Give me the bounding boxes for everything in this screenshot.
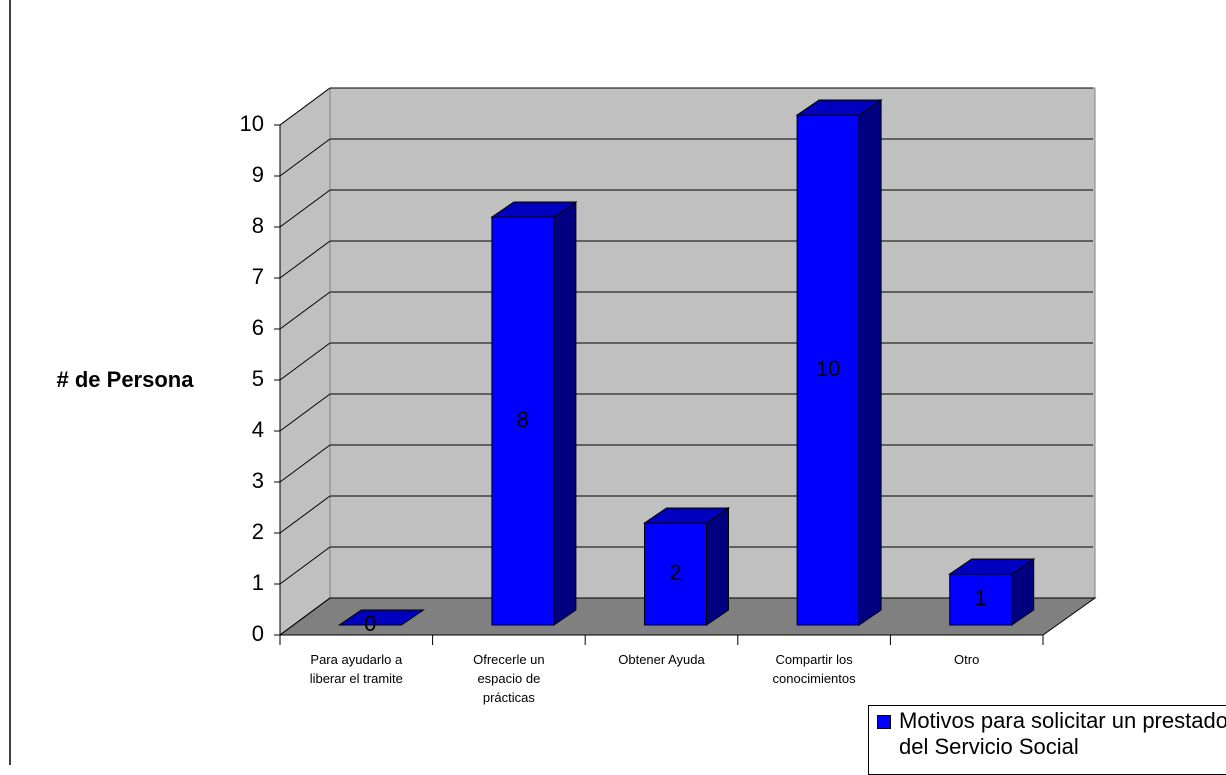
x-tick-label: Para ayudarlo a liberar el tramite xyxy=(309,652,403,686)
bar-side xyxy=(858,99,882,626)
grid-line xyxy=(279,138,331,177)
bar-top xyxy=(490,201,578,218)
legend-swatch xyxy=(877,715,891,729)
grid-line xyxy=(279,444,331,483)
y-tick-label: 3 xyxy=(252,468,264,493)
bar-top xyxy=(642,507,731,524)
y-axis-title: # de Persona xyxy=(57,367,195,392)
value-label: 8 xyxy=(517,407,529,432)
y-tick-label: 6 xyxy=(252,315,264,340)
grid-line xyxy=(279,291,331,330)
y-tick-label: 9 xyxy=(252,162,264,187)
y-tick-label: 10 xyxy=(240,111,264,136)
value-label: 10 xyxy=(816,356,840,381)
bar-top xyxy=(795,99,883,116)
grid-line xyxy=(279,240,331,279)
grid-line xyxy=(279,342,331,381)
grid-line xyxy=(279,495,331,534)
value-label: 0 xyxy=(364,611,376,636)
value-label: 2 xyxy=(669,560,681,585)
y-tick-label: 0 xyxy=(252,621,264,646)
x-tick-label: Compartir los conocimientos xyxy=(772,652,856,686)
bar-top xyxy=(337,609,425,626)
bar-front xyxy=(949,573,1013,626)
grid-line xyxy=(279,597,331,636)
bar-side xyxy=(706,507,729,626)
value-label: 1 xyxy=(975,585,987,610)
grid-line xyxy=(279,546,331,585)
y-tick-label: 1 xyxy=(252,570,264,595)
bar-front xyxy=(491,216,555,626)
y-tick-label: 4 xyxy=(252,417,264,442)
x-tick-label: Otro xyxy=(954,652,980,667)
bar-top xyxy=(948,558,1036,575)
y-tick-label: 2 xyxy=(252,519,264,544)
legend: Motivos para solicitar un prestador del … xyxy=(868,705,1226,775)
grid-line xyxy=(279,87,331,126)
x-tick-label: Ofrecerle un espacio de prácticas xyxy=(473,652,545,705)
grid-line xyxy=(279,189,331,228)
y-tick-label: 5 xyxy=(252,366,264,391)
x-tick-label: Obtener Ayuda xyxy=(618,652,705,667)
legend-label: Motivos para solicitar un prestador del … xyxy=(899,708,1226,759)
bar-side xyxy=(553,201,577,626)
grid-line xyxy=(279,393,331,432)
y-tick-label: 7 xyxy=(252,264,264,289)
y-tick-label: 8 xyxy=(252,213,264,238)
